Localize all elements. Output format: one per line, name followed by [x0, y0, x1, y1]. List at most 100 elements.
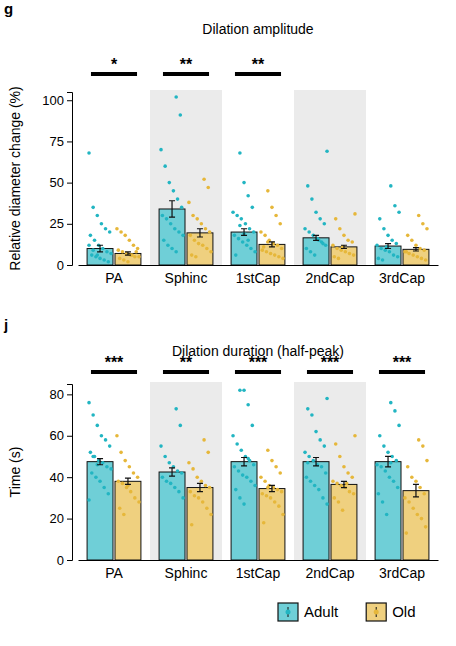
data-point	[389, 401, 393, 405]
data-point	[403, 496, 407, 500]
x-tick-label: 1stCap	[236, 565, 281, 581]
significance-label: ***	[321, 354, 340, 371]
data-point	[314, 210, 318, 214]
bar	[187, 233, 213, 265]
bar	[87, 462, 113, 560]
error-bar	[385, 244, 391, 249]
data-point	[252, 230, 256, 234]
data-point	[181, 234, 185, 238]
data-point	[238, 388, 242, 392]
data-point	[350, 240, 354, 244]
data-point	[309, 250, 313, 254]
data-point	[389, 184, 393, 188]
data-point	[233, 465, 237, 469]
data-point	[169, 222, 173, 226]
data-point	[179, 424, 183, 428]
data-point	[269, 496, 273, 500]
data-point	[246, 403, 250, 407]
bar	[115, 481, 141, 560]
x-tick: Sphinc	[165, 270, 208, 286]
data-point	[187, 461, 191, 465]
error-bar	[125, 252, 131, 255]
bar	[187, 488, 213, 560]
data-point	[132, 471, 136, 475]
y-tick-mark	[67, 519, 72, 520]
error-bar	[341, 481, 347, 487]
data-point	[393, 409, 397, 413]
data-point	[204, 484, 208, 488]
data-point	[93, 238, 97, 242]
data-point	[91, 248, 95, 252]
data-point	[307, 230, 311, 234]
data-point	[245, 243, 249, 247]
x-axis-line	[79, 265, 439, 266]
data-point	[100, 222, 104, 226]
data-point	[235, 214, 239, 218]
y-tick-label: 0	[57, 553, 64, 568]
y-axis: 020406080	[50, 385, 73, 568]
x-tick-label: 3rdCap	[379, 270, 425, 286]
band-shade	[294, 90, 366, 265]
data-point	[195, 475, 199, 479]
y-tick-label: 20	[50, 511, 64, 526]
data-point	[348, 252, 352, 256]
data-point	[245, 475, 249, 479]
data-point	[420, 257, 424, 261]
significance-label: **	[180, 354, 193, 371]
data-point	[392, 480, 396, 484]
y-tick: 20	[50, 511, 72, 526]
data-point	[261, 492, 265, 496]
x-tick-label: Sphinc	[165, 565, 208, 581]
y-tick-label: 0	[57, 258, 64, 273]
data-point	[388, 475, 392, 479]
data-point	[274, 465, 278, 469]
data-point	[98, 257, 102, 261]
data-point	[117, 248, 121, 252]
data-point	[165, 480, 169, 484]
data-point	[193, 238, 197, 242]
error-bar	[313, 235, 319, 240]
data-point	[238, 151, 242, 155]
data-point	[307, 455, 311, 459]
data-point	[306, 407, 310, 411]
data-point	[335, 247, 339, 251]
data-point	[253, 484, 257, 488]
bar	[403, 491, 429, 560]
data-point	[118, 506, 122, 510]
data-point	[133, 496, 137, 500]
data-point	[95, 214, 99, 218]
y-tick-label: 25	[50, 216, 64, 231]
data-point	[101, 461, 105, 465]
data-point	[197, 496, 201, 500]
data-point	[352, 492, 356, 496]
y-tick-label: 80	[50, 387, 64, 402]
data-point	[237, 469, 241, 473]
data-point	[132, 243, 136, 247]
data-point	[238, 224, 242, 228]
data-point	[353, 434, 357, 438]
bar	[303, 462, 329, 560]
panel-letter: j	[3, 316, 8, 333]
data-point	[305, 475, 309, 479]
y-tick: 0	[57, 258, 72, 273]
error-bar	[241, 229, 247, 236]
data-point	[104, 438, 108, 442]
data-point	[174, 407, 178, 411]
data-point	[119, 451, 123, 455]
figure: gDilation amplitudeRelative diameter cha…	[0, 0, 456, 646]
x-tick: 1stCap	[236, 270, 281, 286]
data-point	[191, 214, 195, 218]
data-point	[303, 227, 307, 231]
data-point	[202, 178, 206, 182]
data-point	[416, 513, 420, 517]
data-point	[411, 253, 415, 257]
data-point	[350, 475, 354, 479]
data-point	[189, 234, 193, 238]
significance-label: ***	[105, 354, 124, 371]
data-point	[108, 230, 112, 234]
data-point	[378, 217, 382, 221]
data-point	[352, 253, 356, 257]
data-point	[266, 448, 270, 452]
data-point	[276, 243, 280, 247]
data-point	[417, 438, 421, 442]
